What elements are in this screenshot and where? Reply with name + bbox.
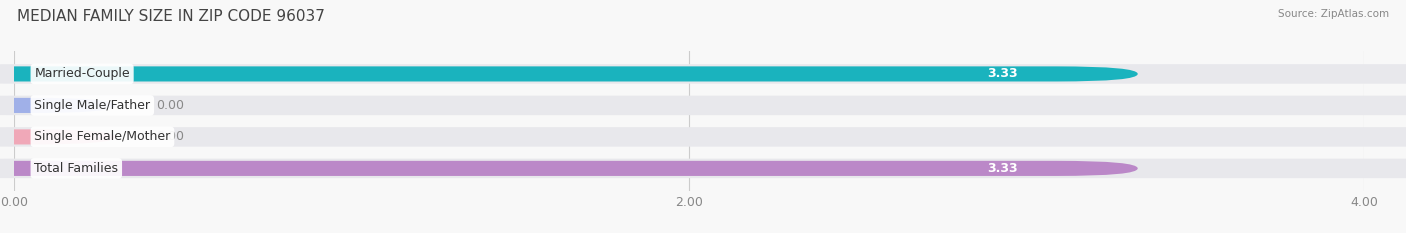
- FancyBboxPatch shape: [0, 96, 1406, 115]
- FancyBboxPatch shape: [0, 64, 1406, 84]
- Text: Married-Couple: Married-Couple: [34, 67, 129, 80]
- Text: 3.33: 3.33: [987, 162, 1018, 175]
- Text: 0.00: 0.00: [156, 130, 184, 143]
- FancyBboxPatch shape: [0, 129, 115, 144]
- FancyBboxPatch shape: [0, 161, 1137, 176]
- Text: Total Families: Total Families: [34, 162, 118, 175]
- FancyBboxPatch shape: [0, 159, 1406, 178]
- FancyBboxPatch shape: [0, 98, 115, 113]
- Text: 3.33: 3.33: [987, 67, 1018, 80]
- Text: Source: ZipAtlas.com: Source: ZipAtlas.com: [1278, 9, 1389, 19]
- FancyBboxPatch shape: [0, 127, 1406, 147]
- Text: Single Male/Father: Single Male/Father: [34, 99, 150, 112]
- Text: MEDIAN FAMILY SIZE IN ZIP CODE 96037: MEDIAN FAMILY SIZE IN ZIP CODE 96037: [17, 9, 325, 24]
- FancyBboxPatch shape: [0, 66, 1137, 82]
- Text: 0.00: 0.00: [156, 99, 184, 112]
- Text: Single Female/Mother: Single Female/Mother: [34, 130, 170, 143]
